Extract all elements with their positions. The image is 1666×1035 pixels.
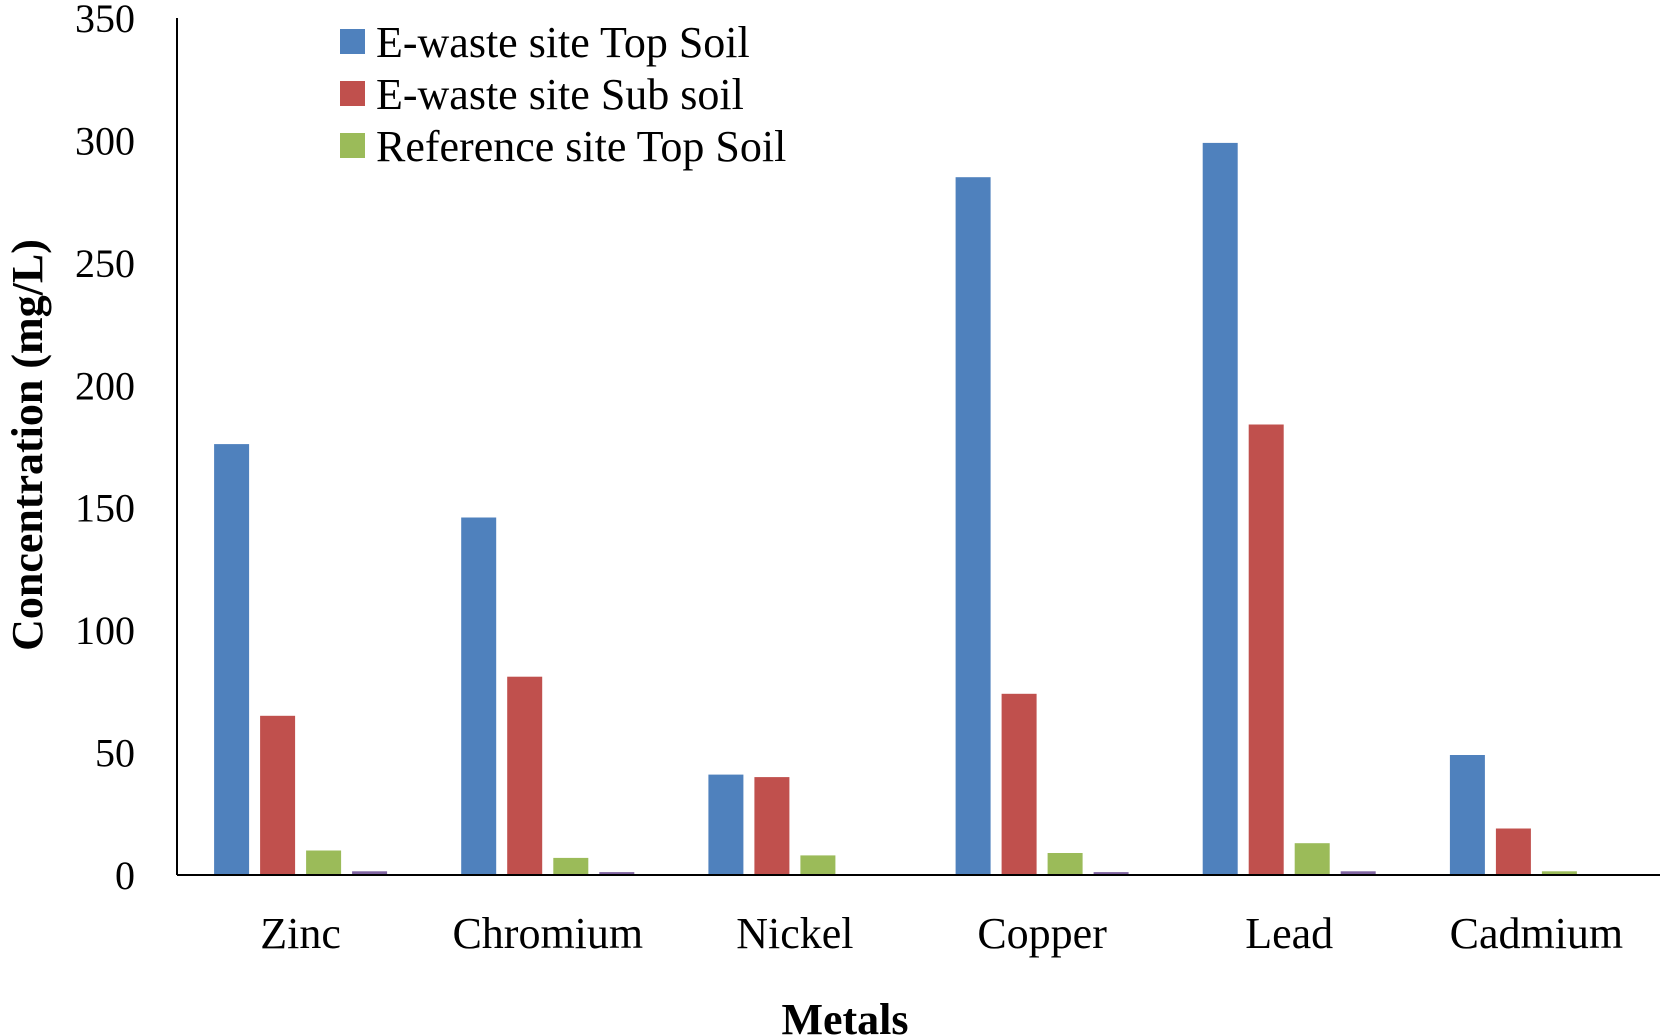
legend-label-3: Reference site Top Soil: [376, 122, 786, 171]
bar-zinc-series-3: [306, 850, 342, 875]
bar-cadmium-series-2: [1495, 828, 1531, 875]
bar-chromium-series-2: [507, 676, 543, 875]
bar-lead-series-3: [1294, 843, 1330, 875]
y-tick-label: 0: [115, 853, 135, 898]
x-category-label-nickel: Nickel: [736, 909, 853, 958]
bar-zinc-series-2: [260, 715, 296, 875]
legend-swatch-2: [340, 81, 365, 106]
y-tick-label: 300: [75, 118, 135, 163]
bar-copper-series-3: [1047, 853, 1083, 875]
y-axis-title: Concentration (mg/L): [3, 239, 52, 651]
bars-group: [214, 142, 1623, 875]
legend-swatch-1: [340, 29, 365, 54]
y-tick-label: 200: [75, 363, 135, 408]
bar-chromium-series-4: [599, 872, 635, 875]
x-category-label-lead: Lead: [1245, 909, 1333, 958]
x-category-labels: Zinc Chromium Nickel Copper Lead Cadmium: [260, 909, 1623, 958]
y-tick-label: 50: [95, 731, 135, 776]
legend-swatch-3: [340, 133, 365, 158]
y-tick-labels: 0 50 100 150 200 250 300 350: [75, 0, 135, 898]
bar-zinc-series-4: [352, 871, 388, 875]
bar-nickel-series-1: [708, 774, 744, 875]
y-tick-label: 350: [75, 0, 135, 41]
bar-chromium-series-1: [461, 517, 497, 875]
bar-lead-series-1: [1202, 142, 1238, 875]
bar-lead-series-2: [1248, 424, 1284, 875]
legend-label-2: E-waste site Sub soil: [376, 70, 744, 119]
bar-copper-series-2: [1001, 693, 1037, 875]
x-category-label-zinc: Zinc: [260, 909, 341, 958]
y-tick-label: 100: [75, 608, 135, 653]
bar-chromium-series-3: [553, 857, 589, 875]
bar-nickel-series-3: [800, 855, 836, 875]
bar-lead-series-4: [1340, 871, 1376, 875]
x-category-label-chromium: Chromium: [452, 909, 643, 958]
bar-cadmium-series-1: [1449, 755, 1485, 875]
bar-cadmium-series-3: [1541, 871, 1577, 875]
x-axis-title: Metals: [781, 995, 908, 1035]
bar-zinc-series-1: [214, 444, 250, 875]
x-category-label-cadmium: Cadmium: [1450, 909, 1624, 958]
bar-copper-series-1: [955, 177, 991, 875]
legend-label-1: E-waste site Top Soil: [376, 18, 750, 67]
bar-copper-series-4: [1093, 872, 1129, 875]
y-tick-label: 150: [75, 486, 135, 531]
bar-nickel-series-2: [754, 777, 790, 875]
y-tick-label: 250: [75, 241, 135, 286]
x-category-label-copper: Copper: [977, 909, 1107, 958]
